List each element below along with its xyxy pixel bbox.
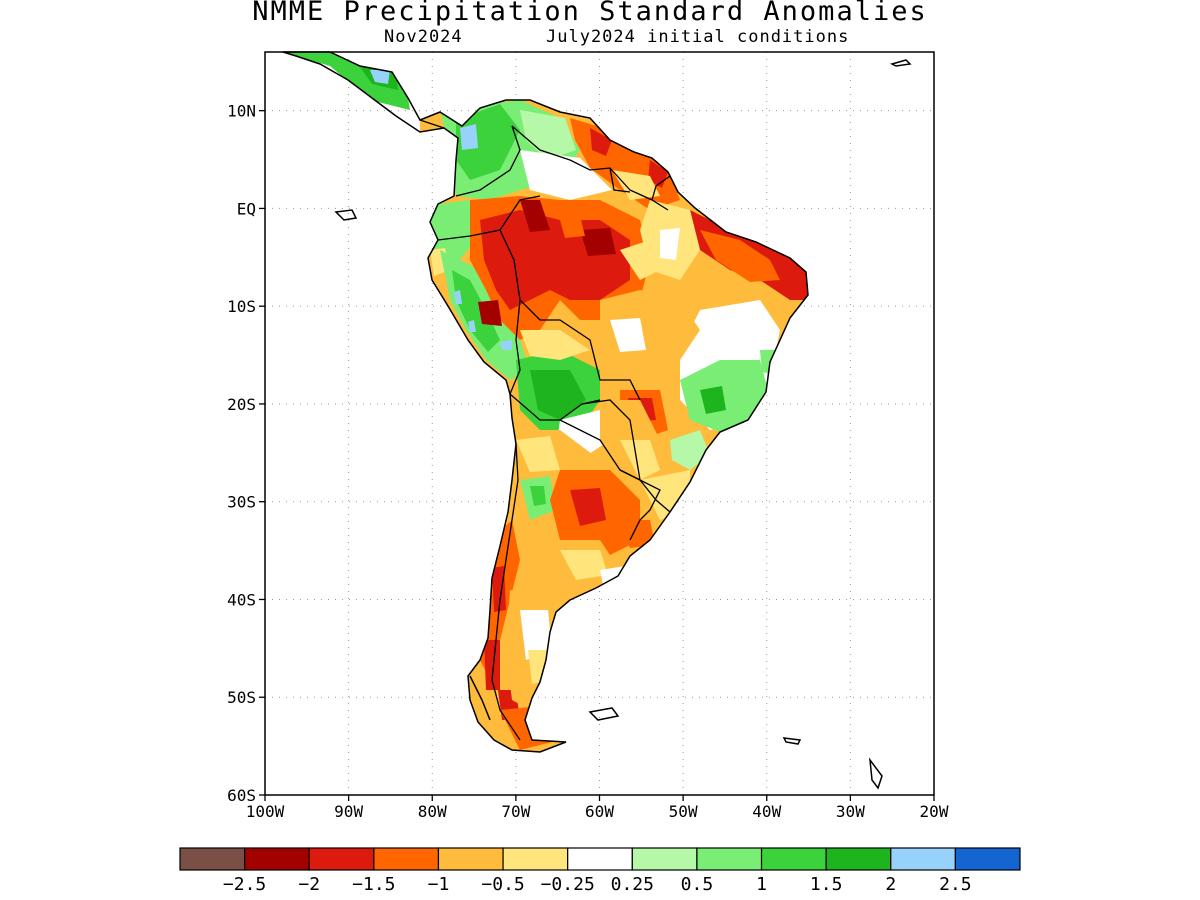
colorbar-label: 0.25 [611, 874, 654, 895]
colorbar-swatch [890, 847, 956, 871]
colorbar-swatch [308, 847, 375, 871]
colorbar-label: 1.5 [810, 874, 843, 895]
lon-tick-label: 90W [334, 802, 363, 821]
colorbar-swatch [502, 847, 569, 871]
colorbar-labels: −2.5 −2 −1.5 −1 −0.5 −0.25 0.25 0.5 1 1.5 2 2.5 [223, 874, 972, 895]
lon-tick-label: 50W [669, 802, 698, 821]
colorbar-swatch [825, 847, 892, 871]
chart-title: NMME Precipitation Standard Anomalies [252, 0, 928, 27]
initial-conditions: July2024 initial conditions [546, 27, 850, 47]
lat-tick-label: 50S [227, 688, 256, 707]
lon-tick-label: 30W [836, 802, 865, 821]
lon-tick-label: 80W [418, 802, 447, 821]
lon-tick-label: 40W [752, 802, 781, 821]
colorbar-label: 0.5 [681, 874, 714, 895]
colorbar-swatch [244, 847, 310, 871]
colorbar-swatch [373, 847, 440, 871]
lat-tick-label: 60S [227, 786, 256, 805]
colorbar-label: −2 [298, 874, 320, 895]
colorbar-label: 2 [885, 874, 896, 895]
colorbar [179, 847, 1021, 871]
lon-tick-label: 20W [920, 802, 949, 821]
lat-tick-label: 10S [227, 297, 256, 316]
colorbar-label: −1 [428, 874, 450, 895]
colorbar-label: −2.5 [223, 874, 266, 895]
colorbar-label: −0.5 [481, 874, 524, 895]
colorbar-swatch [179, 847, 246, 871]
colorbar-swatch [954, 847, 1021, 871]
lon-tick-label: 100W [246, 802, 285, 821]
lat-axis: 10N EQ 10S 20S 30S 40S 50S 60S [227, 102, 265, 805]
colorbar-label: 1 [756, 874, 767, 895]
colorbar-label: −1.5 [352, 874, 395, 895]
country-borders [419, 119, 671, 741]
lat-tick-label: 30S [227, 493, 256, 512]
lat-tick-label: 20S [227, 395, 256, 414]
lon-tick-label: 60W [585, 802, 614, 821]
colorbar-swatch [760, 847, 827, 871]
colorbar-swatch [631, 847, 698, 871]
colorbar-swatch [437, 847, 504, 871]
colorbar-swatch [567, 847, 633, 871]
lon-axis: 100W 90W 80W 70W 60W 50W 40W 30W 20W [246, 795, 949, 821]
islands [334, 59, 912, 790]
lat-tick-label: EQ [237, 199, 256, 218]
colorbar-label: 2.5 [939, 874, 972, 895]
colorbar-label: −0.25 [541, 874, 595, 895]
lat-tick-label: 40S [227, 590, 256, 609]
lat-tick-label: 10N [227, 102, 256, 121]
lon-tick-label: 70W [501, 802, 530, 821]
target-month: Nov2024 [384, 27, 463, 47]
colorbar-swatch [696, 847, 763, 871]
